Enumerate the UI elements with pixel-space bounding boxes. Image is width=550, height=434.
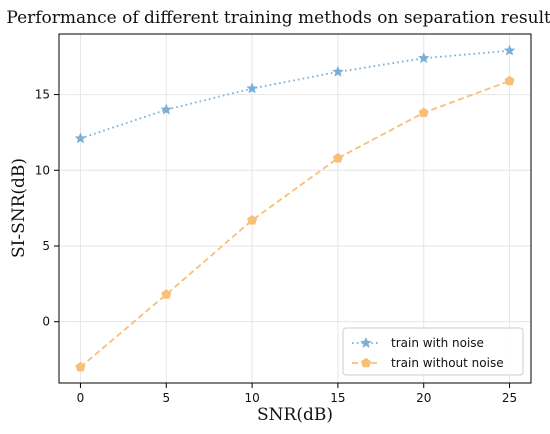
x-tick-label: 5	[162, 391, 170, 405]
plot-area	[74, 44, 516, 372]
legend-label: train with noise	[391, 336, 484, 350]
x-tick-label: 10	[244, 391, 259, 405]
data-point	[332, 152, 343, 163]
data-point	[161, 289, 172, 299]
grid	[59, 34, 531, 383]
y-tick-label: 15	[35, 88, 50, 102]
data-point	[504, 75, 515, 86]
data-point	[418, 107, 429, 118]
plot-frame	[58, 33, 532, 384]
chart-title: Performance of different training method…	[6, 8, 550, 28]
series-1	[74, 44, 516, 144]
series-line	[79, 80, 510, 368]
legend-box	[342, 327, 524, 376]
legend-item: train with noise	[352, 336, 484, 350]
y-tick-label: 10	[35, 163, 50, 177]
y-tick-label: 0	[42, 315, 50, 329]
axis-ticks: 0 5 10 15 20 25 0 5 10 15	[35, 88, 517, 405]
legend-marker	[360, 336, 372, 348]
data-point	[247, 214, 258, 225]
x-axis-label: SNR(dB)	[257, 405, 333, 425]
x-tick-label: 0	[77, 391, 85, 405]
legend-label: train without noise	[391, 356, 504, 370]
data-point	[74, 132, 87, 144]
x-tick-label: 25	[502, 391, 517, 405]
legend-item: train without noise	[352, 356, 504, 370]
data-point	[75, 361, 86, 372]
x-tick-label: 15	[330, 391, 345, 405]
legend: train with noise train without noise	[342, 327, 524, 376]
x-tick-label: 20	[416, 391, 431, 405]
data-point	[246, 82, 258, 94]
data-point	[503, 44, 516, 56]
data-point	[417, 52, 430, 64]
legend-marker	[360, 357, 372, 368]
data-point	[332, 65, 344, 77]
data-point	[160, 103, 173, 115]
y-tick-label: 5	[42, 239, 50, 253]
series-2	[75, 75, 515, 372]
y-axis-label: SI-SNR(dB)	[9, 158, 29, 258]
